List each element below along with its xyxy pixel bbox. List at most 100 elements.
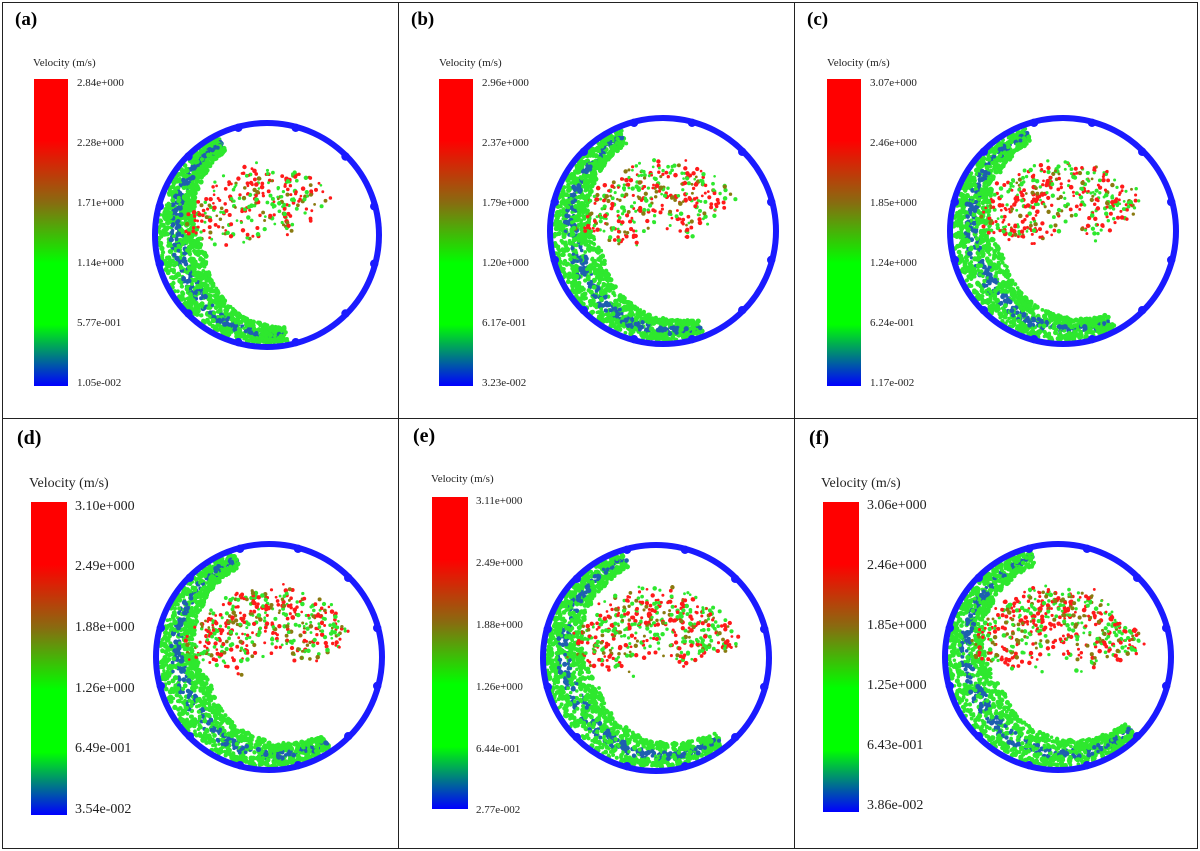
tick-label-min: 1.17e-002 <box>870 377 915 389</box>
particle <box>656 159 661 164</box>
drum-particle-plot <box>547 115 779 347</box>
particle <box>1041 183 1045 187</box>
particle <box>599 307 603 311</box>
particle <box>975 166 981 172</box>
particle <box>205 157 210 162</box>
particle <box>577 232 582 237</box>
particle <box>631 168 634 172</box>
particle <box>1015 286 1020 290</box>
particle <box>616 229 621 234</box>
particle <box>968 245 974 251</box>
particle <box>245 232 250 237</box>
particle <box>707 195 712 200</box>
particle <box>1079 317 1084 322</box>
particle <box>198 149 204 155</box>
particle <box>216 225 221 229</box>
particle <box>1007 316 1011 321</box>
particle <box>646 226 650 230</box>
particle <box>242 164 247 170</box>
particle <box>186 265 191 270</box>
particle <box>657 170 661 174</box>
particle <box>966 177 971 182</box>
particle <box>581 214 586 219</box>
particle <box>976 268 980 272</box>
particle <box>660 321 665 326</box>
particle <box>286 179 290 183</box>
particle <box>1062 324 1068 329</box>
particle <box>207 203 212 208</box>
particle <box>566 182 571 187</box>
particle <box>578 175 583 180</box>
particle <box>567 238 572 243</box>
particle <box>658 185 664 191</box>
particle <box>234 181 238 185</box>
particle <box>573 188 577 193</box>
particle <box>210 303 215 308</box>
particle <box>321 190 325 194</box>
particle <box>578 245 583 250</box>
particle <box>281 223 286 227</box>
particle <box>638 327 642 332</box>
lifter <box>370 202 379 211</box>
particle <box>714 204 719 209</box>
tick-label: 2.46e+000 <box>870 137 917 149</box>
particle <box>996 261 1002 267</box>
particle <box>653 315 658 320</box>
lifter <box>291 123 300 132</box>
particle <box>194 271 199 276</box>
particle <box>988 253 992 257</box>
particle <box>252 187 257 193</box>
particle <box>676 193 681 198</box>
particle <box>607 189 611 193</box>
particle <box>207 218 213 223</box>
particle <box>974 172 979 177</box>
particle <box>583 226 587 230</box>
particle <box>221 225 225 229</box>
particle <box>611 290 616 296</box>
particle <box>157 225 162 230</box>
particle <box>595 227 600 232</box>
particle <box>991 154 997 159</box>
particle <box>650 173 654 177</box>
particle <box>190 161 194 166</box>
particle <box>167 213 173 220</box>
particle <box>201 213 205 218</box>
particle <box>186 231 191 236</box>
particle <box>169 258 173 263</box>
particle <box>1042 334 1047 339</box>
drum-wall <box>547 115 779 347</box>
particle <box>234 324 239 328</box>
particle <box>1001 157 1006 162</box>
particle <box>634 229 638 233</box>
panel-c: (c) Velocity (m/s) 3.07e+000 2.46e+000 1… <box>794 2 1198 420</box>
particle <box>591 284 597 290</box>
particle <box>622 141 626 145</box>
particle <box>1096 231 1100 236</box>
particle <box>1051 324 1057 329</box>
particle <box>267 181 270 185</box>
particle <box>1027 322 1033 328</box>
particle <box>1005 268 1010 274</box>
particle <box>185 270 190 275</box>
particle <box>974 199 979 204</box>
particle <box>639 332 643 337</box>
particle <box>1098 325 1103 329</box>
particle <box>690 234 695 239</box>
particle <box>1007 299 1013 305</box>
particle <box>624 234 629 239</box>
particle <box>712 213 717 218</box>
particle <box>304 190 309 195</box>
particle <box>1020 321 1025 326</box>
particle <box>176 289 180 294</box>
particle <box>666 186 670 190</box>
particle <box>1048 224 1053 229</box>
particle <box>678 211 684 216</box>
particle <box>281 189 286 194</box>
particle <box>245 192 249 196</box>
particle <box>215 214 219 218</box>
particle <box>1060 316 1066 322</box>
particle <box>613 298 618 303</box>
particle <box>694 175 698 179</box>
particle <box>685 227 690 232</box>
particle <box>1010 313 1016 318</box>
